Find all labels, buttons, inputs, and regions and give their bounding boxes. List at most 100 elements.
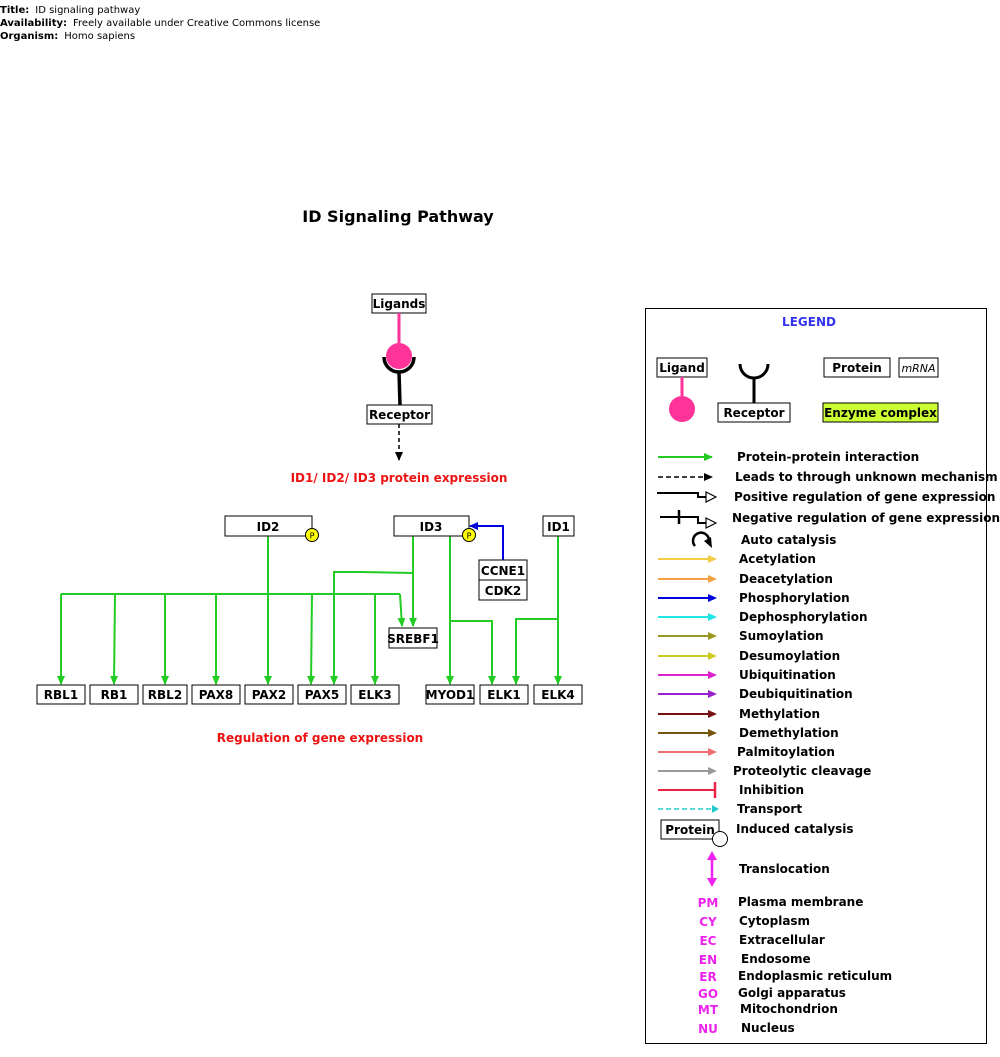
legend-item-label: Leads to through unknown mechanism (735, 470, 998, 484)
legend-receptor-cup (738, 363, 770, 380)
legend-location-code: ER (699, 970, 716, 984)
protein-cdk2-box[interactable] (478, 579, 528, 601)
meta-availability-value: Freely available under Creative Commons … (73, 18, 321, 29)
legend-location-code: EN (699, 953, 717, 967)
legend-item-label: Dephosphorylation (739, 610, 868, 624)
legend-location-label: Cytoplasm (739, 914, 810, 928)
legend-item-label: Sumoylation (739, 629, 824, 643)
legend-induced-catalysis-label: Induced catalysis (736, 822, 854, 836)
protein-cdk2-label: CDK2 (485, 584, 521, 598)
legend-item-label: Acetylation (739, 552, 816, 566)
protein-ccne1-label: CCNE1 (481, 564, 525, 578)
ligand-ball (386, 343, 412, 369)
legend-item-label: Auto catalysis (741, 533, 836, 547)
legend-location-code: EC (699, 934, 716, 948)
legend-color-arrow (658, 710, 717, 718)
protein-srebf1-label: SREBF1 (387, 632, 439, 646)
receptor-cup (382, 356, 416, 374)
protein-myod1-box[interactable] (425, 684, 475, 705)
edge-id2-pax5 (307, 593, 316, 685)
meta-organism-label: Organism: (0, 31, 59, 42)
protein-elk1-label: ELK1 (487, 688, 521, 702)
protein-pax8-box[interactable] (191, 684, 241, 705)
protein-srebf1-box[interactable] (388, 627, 438, 649)
protein-rbl2-box[interactable] (142, 684, 188, 705)
edge-id3-elk1 (450, 620, 496, 685)
edge-id1-elk1 (512, 618, 558, 685)
meta-organism-row: Organism: Homo sapiens (0, 30, 135, 43)
protein-elk4-box[interactable] (533, 684, 583, 705)
legend-item-label: Phosphorylation (739, 591, 850, 605)
legend-item-label: Demethylation (739, 726, 839, 740)
protein-elk1-box[interactable] (479, 684, 529, 705)
id3-phospho-label: P (467, 532, 472, 541)
protein-id1-box[interactable] (542, 515, 575, 537)
legend-color-arrow (658, 613, 717, 621)
meta-title-label: Title: (0, 5, 30, 16)
protein-id2-box[interactable] (224, 515, 313, 537)
legend-location-label: Endoplasmic reticulum (738, 969, 892, 983)
protein-id3-box[interactable] (393, 515, 470, 537)
legend-location-label: Mitochondrion (740, 1002, 838, 1016)
legend-color-arrows (658, 555, 717, 775)
receptor-label: Receptor (369, 408, 430, 422)
legend-color-arrow (658, 555, 717, 563)
legend-item-label: Desumoylation (739, 649, 840, 663)
protein-pax8-label: PAX8 (199, 688, 234, 702)
protein-rbl1-box[interactable] (36, 684, 86, 705)
legend-item-label: Ubiquitination (739, 668, 836, 682)
protein-pax5-box[interactable] (297, 684, 347, 705)
protein-pax2-label: PAX2 (252, 688, 287, 702)
legend-location-code: PM (698, 896, 719, 910)
protein-id3-label: ID3 (420, 520, 443, 534)
legend-color-arrow (658, 671, 717, 679)
ligands-label: Ligands (373, 297, 426, 311)
meta-availability-label: Availability: (0, 18, 67, 29)
legend-protein-label: Protein (832, 361, 882, 375)
legend-location-code: MT (698, 1003, 719, 1017)
legend-color-arrow (658, 575, 717, 583)
protein-elk3-box[interactable] (350, 684, 400, 705)
protein-elk4-label: ELK4 (541, 688, 575, 702)
legend-color-arrow (658, 767, 717, 775)
legend-item-label: Deacetylation (739, 572, 833, 586)
protein-rb1-box[interactable] (89, 684, 139, 705)
legend-location-code: GO (698, 987, 718, 1001)
legend-item-label: Palmitoylation (737, 745, 835, 759)
protein-pax2-box[interactable] (244, 684, 294, 705)
edge-ccne1-id3-phosphorylation (469, 522, 504, 560)
legend-item-labels: Protein-protein interaction Leads to thro… (732, 450, 1000, 816)
protein-id1-label: ID1 (547, 520, 570, 534)
legend-mrna-label: mRNA (901, 362, 935, 375)
legend-enzyme-complex-label: Enzyme complex (824, 406, 937, 420)
edge-id2-rb1 (110, 593, 119, 685)
meta-title-row: Title: ID signaling pathway (0, 4, 140, 17)
legend-color-arrow (658, 652, 717, 660)
id3-phospho-badge (462, 528, 476, 542)
legend-color-arrow (658, 594, 717, 602)
legend-receptor-label: Receptor (723, 406, 784, 420)
legend-item-label: Deubiquitination (739, 687, 853, 701)
protein-myod1-label: MYOD1 (426, 688, 475, 702)
legend-item-label: Negative regulation of gene expression (732, 511, 1000, 525)
protein-pax5-label: PAX5 (305, 688, 340, 702)
legend-symbol-auto-catalysis (691, 531, 712, 548)
legend-item-label: Methylation (739, 707, 820, 721)
legend-panel: LEGEND Ligand Receptor Protein mRNA Enzy… (645, 308, 1000, 1044)
legend-item-label: Transport (737, 802, 802, 816)
legend-location-code: NU (698, 1022, 718, 1036)
legend-symbol-inhibition (658, 782, 717, 798)
legend-location-label: Golgi apparatus (738, 986, 846, 1000)
legend-translocation-label: Translocation (739, 862, 830, 876)
protein-elk3-label: ELK3 (358, 688, 392, 702)
protein-rbl1-label: RBL1 (44, 688, 78, 702)
ligand-receptor-group: Ligands Receptor (366, 293, 433, 461)
protein-rb1-label: RB1 (101, 688, 128, 702)
protein-id2-label: ID2 (257, 520, 280, 534)
meta-title-value: ID signaling pathway (35, 5, 141, 16)
legend-item-label: Positive regulation of gene expression (734, 490, 995, 504)
legend-symbol-translocation (707, 851, 717, 887)
protein-rbl2-label: RBL2 (148, 688, 182, 702)
legend-color-arrow (658, 748, 717, 756)
